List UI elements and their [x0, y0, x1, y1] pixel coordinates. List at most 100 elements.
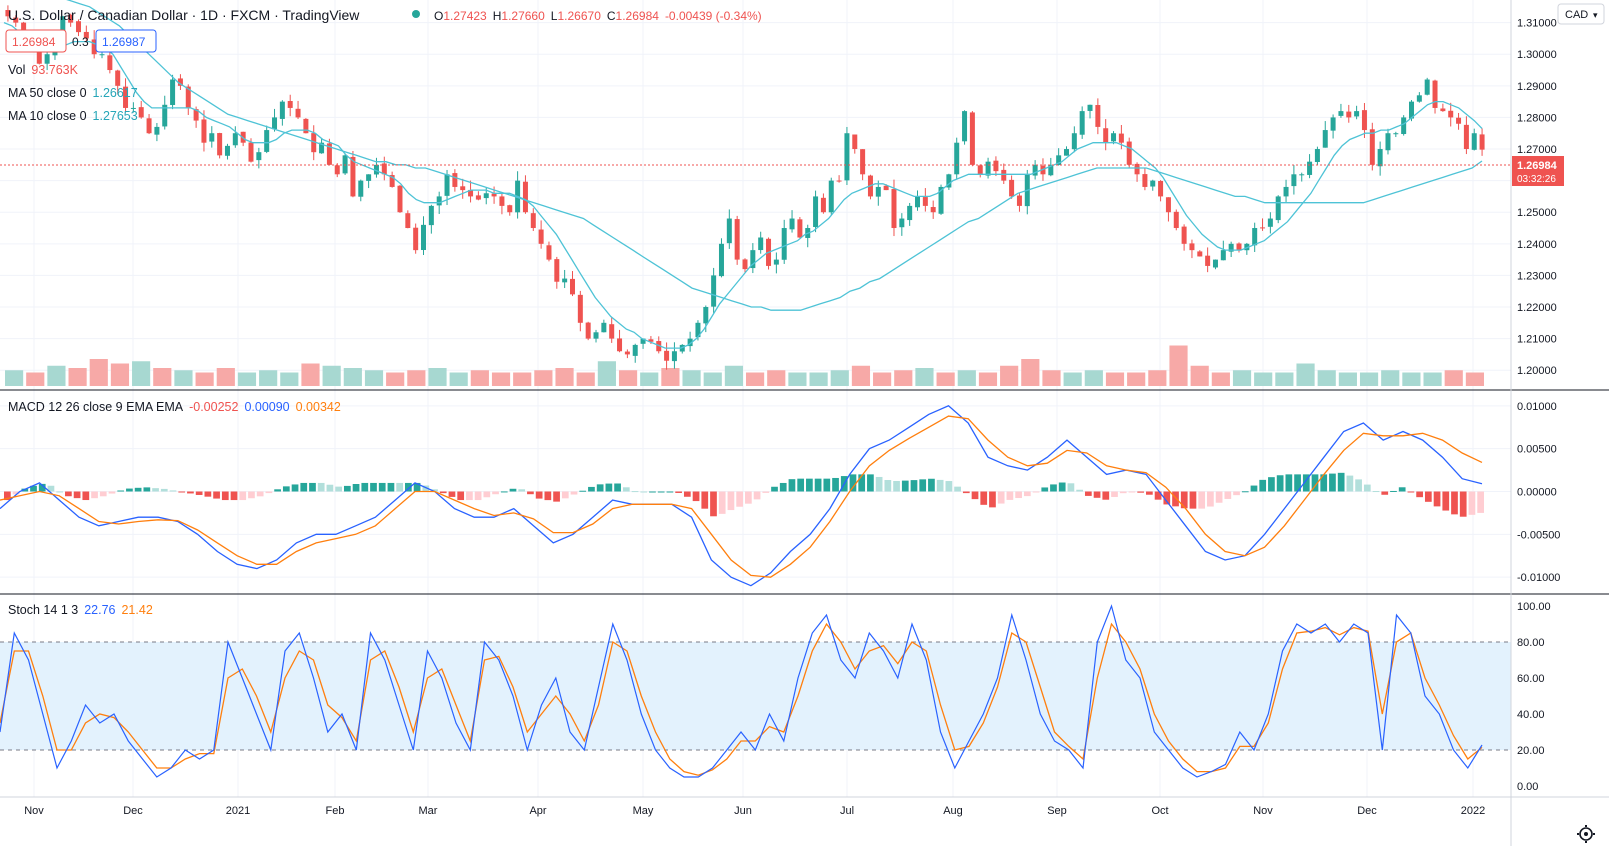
candle-down [1118, 133, 1124, 143]
macd-hist-bar [640, 491, 648, 493]
time-tick-label: 2022 [1461, 805, 1485, 817]
macd-hist-bar [596, 484, 604, 492]
candle-up [436, 196, 442, 206]
candle-down [797, 219, 803, 238]
volume-bar [110, 363, 130, 386]
candle-up [1150, 180, 1156, 187]
macd-hist-bar [710, 491, 717, 517]
volume-bar [830, 370, 849, 386]
volume-bar [661, 368, 680, 386]
volume-bar [915, 368, 934, 386]
macd-hist-bar [622, 487, 630, 492]
last-price-badge: 1.26984 03:32:26 [1512, 156, 1564, 186]
volume-bar [280, 372, 299, 386]
volume-bar [1275, 372, 1294, 386]
macd-histogram [4, 472, 1484, 517]
volume-bar [301, 363, 320, 386]
macd-hist-bar [910, 480, 918, 492]
candle-down [499, 196, 505, 206]
candle-up [319, 142, 325, 154]
ohlc-readout: O1.27423 H1.27660 L1.26670 C1.26984 -0.00439… [434, 9, 762, 23]
macd-hist-bar [919, 479, 927, 492]
time-axis[interactable]: Nov Dec 2021 Feb Mar Apr May Jun Jul Aug Sep Oct Nov… [24, 805, 1485, 817]
candle-down [311, 133, 317, 153]
price-tick-label: 1.29000 [1517, 81, 1557, 93]
buy-price-text: 1.26987 [102, 35, 146, 49]
macd-hist-bar [405, 482, 412, 492]
macd-hist-bar [431, 489, 438, 492]
sell-price-box[interactable]: 1.26984 [5, 29, 67, 53]
macd-hist-bar [1320, 474, 1328, 492]
candle-down [381, 163, 387, 175]
candle-down [930, 207, 936, 213]
volume-bar [68, 368, 87, 386]
candle-up [1252, 228, 1258, 246]
stoch-axis[interactable]: 100.00 80.00 60.00 40.00 20.00 0.00 [1517, 601, 1551, 793]
candle-down [248, 142, 254, 162]
macd-hist-bar [736, 491, 743, 507]
candle-up [938, 186, 944, 214]
volume-bar [364, 370, 384, 386]
market-status-dot [412, 10, 420, 18]
candle-down [350, 156, 356, 197]
candle-up [1322, 130, 1328, 148]
macd-hist-bar [1154, 491, 1162, 500]
sell-price-text: 1.26984 [12, 35, 56, 49]
macd-hist-bar [108, 491, 116, 494]
candle-up [1471, 133, 1477, 150]
macd-hist-bar [317, 482, 325, 492]
macd-hist-bar [134, 487, 142, 492]
candle-down [1173, 211, 1179, 229]
candle-down [287, 101, 293, 108]
macd-axis[interactable]: 0.01000 0.00500 0.00000 -0.00500 -0.01000 [1517, 401, 1560, 584]
macd-hist-bar [989, 491, 996, 508]
gear-icon[interactable] [1577, 825, 1595, 843]
candle-down [405, 213, 411, 229]
macd-hist-bar [47, 485, 55, 492]
macd-hist-bar [509, 488, 517, 492]
time-tick-label: Dec [123, 805, 143, 817]
macd-hist-bar [248, 491, 255, 499]
macd-hist-bar [1032, 491, 1040, 493]
symbol-title[interactable]: U.S. Dollar / Canadian Dollar · 1D · FXC… [8, 7, 360, 23]
candle-down [522, 181, 528, 213]
candle-down [1189, 243, 1195, 251]
stoch-tick-label: 20.00 [1517, 745, 1545, 757]
macd-hist-bar [971, 491, 979, 500]
macd-hist-bar [901, 480, 909, 492]
macd-hist-bar [1189, 491, 1197, 509]
volume-bar [1000, 365, 1019, 386]
volume-bar [1232, 370, 1252, 386]
macd-hist-bar [187, 491, 194, 494]
macd-tick-label: -0.01000 [1517, 572, 1560, 584]
candle-up [679, 344, 685, 352]
candle-up [130, 107, 136, 109]
currency-selector[interactable]: CAD ▾ [1557, 3, 1605, 25]
macd-hist-bar [1180, 491, 1188, 509]
macd-hist-bar [762, 491, 770, 493]
candle-down [1369, 129, 1375, 165]
volume-bar [534, 370, 553, 386]
price-axis[interactable]: 1.20000 1.21000 1.22000 1.23000 1.24000 1.250… [1517, 18, 1557, 378]
candle-up [1291, 174, 1297, 187]
ma10-legend: MA 10 close 0 1.27653 [8, 109, 138, 123]
candle-up [428, 205, 434, 226]
candle-down [295, 108, 301, 118]
ohlc-h-value: 1.27660 [501, 9, 545, 23]
candles[interactable] [5, 5, 1485, 370]
candle-down [123, 86, 129, 108]
buy-price-box[interactable]: 1.26987 [95, 29, 157, 53]
time-tick-label: Apr [529, 805, 546, 817]
candle-up [773, 259, 779, 265]
candle-down [860, 149, 866, 175]
macd-hist-bar [1468, 491, 1476, 515]
candle-up [232, 133, 238, 146]
candle-down [138, 107, 144, 118]
volume-bar [597, 361, 616, 386]
candle-down [201, 119, 207, 143]
macd-hist-bar [1285, 474, 1293, 492]
candle-up [813, 196, 819, 228]
macd-hist-bar [439, 491, 447, 494]
